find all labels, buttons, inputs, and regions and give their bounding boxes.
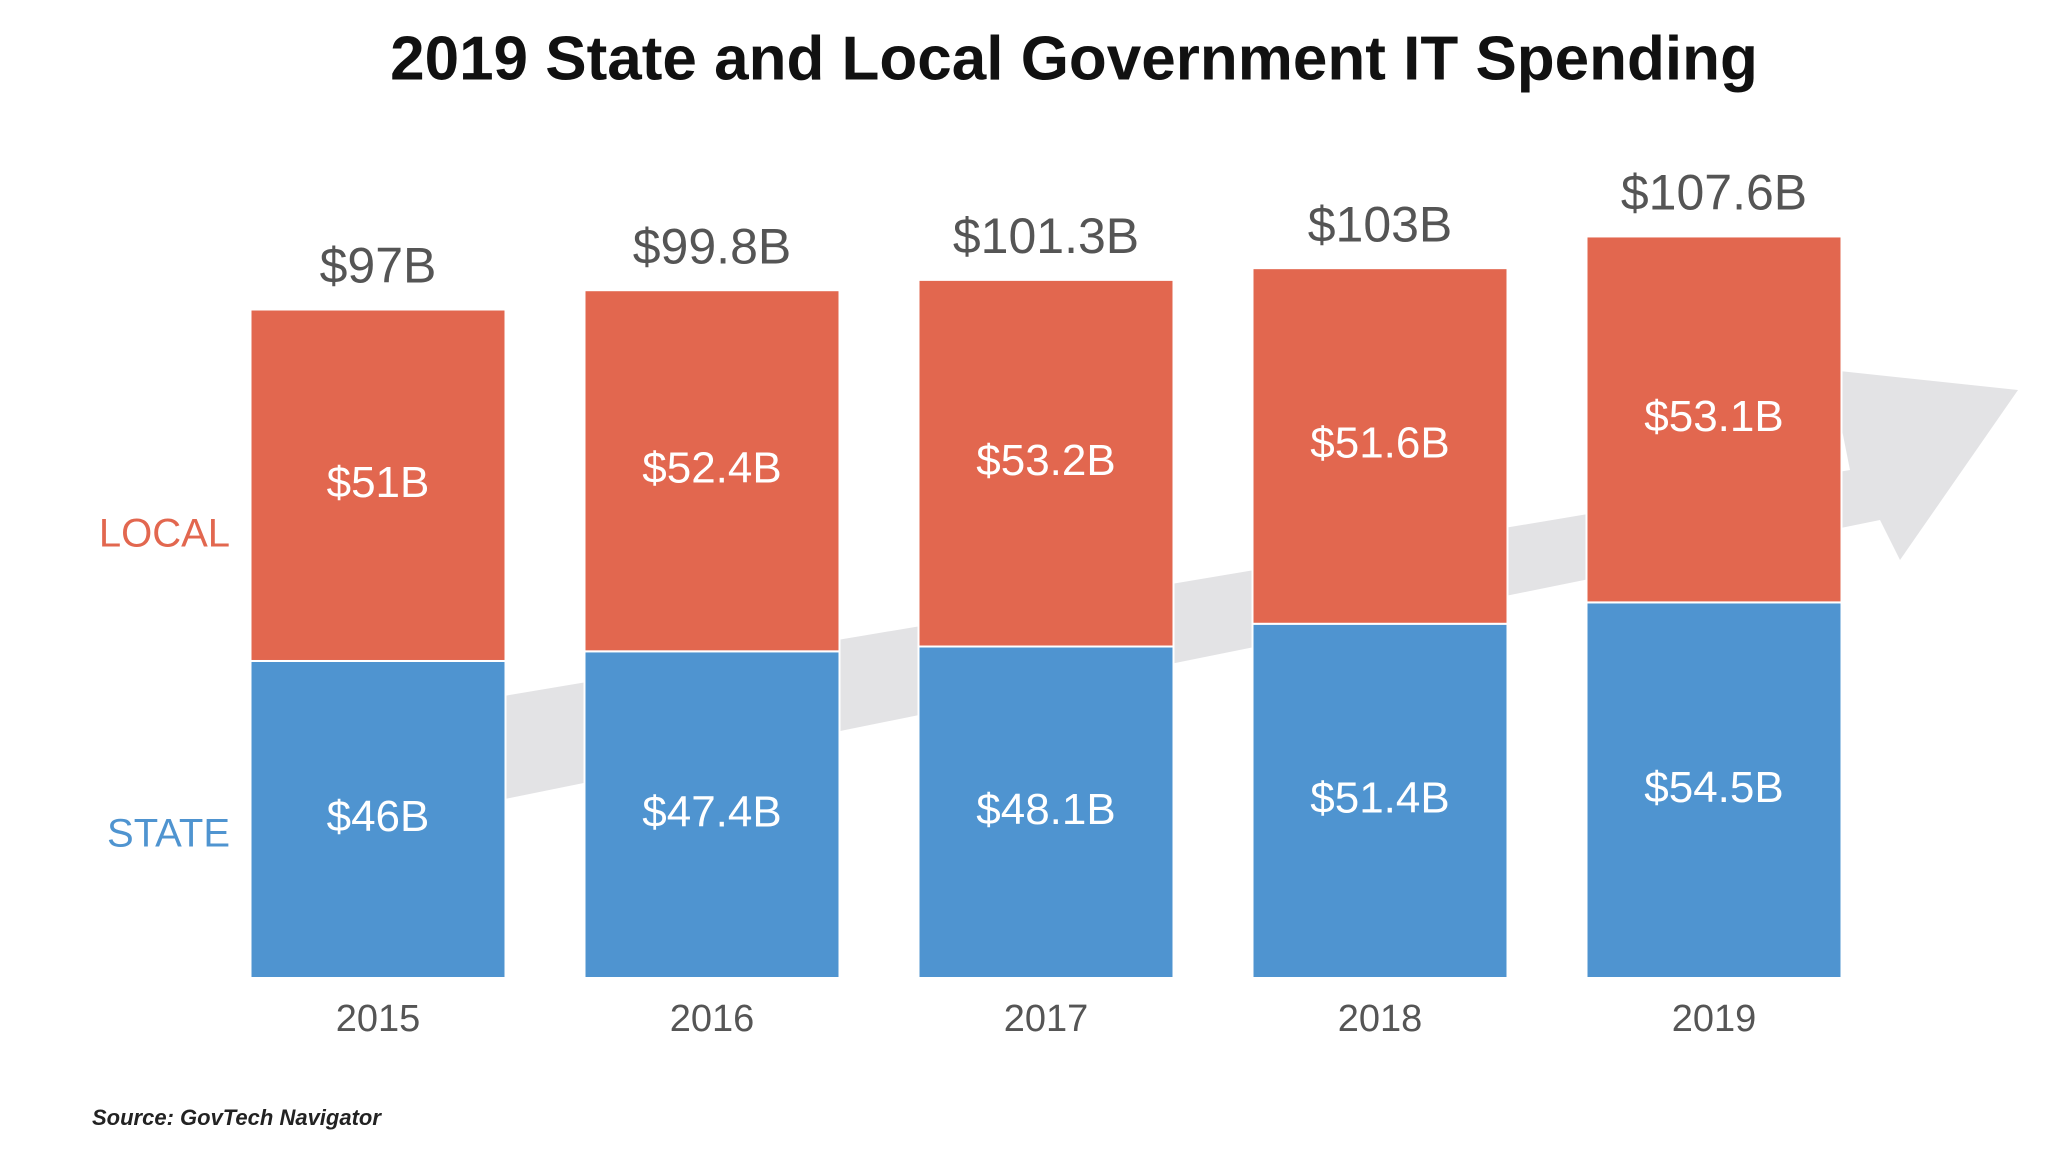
bar-segment: [249, 308, 507, 662]
value-label: $53.2B: [976, 436, 1115, 485]
bar-segment: [917, 278, 1175, 648]
bar-segment: [917, 645, 1175, 979]
total-label: $97B: [320, 238, 437, 294]
total-label: $99.8B: [633, 218, 791, 274]
total-label: $103B: [1308, 196, 1453, 252]
x-tick-label: 2016: [670, 998, 755, 1040]
value-label: $47.4B: [642, 787, 781, 836]
x-tick-label: 2017: [1004, 998, 1089, 1040]
legend-label: LOCAL: [99, 512, 230, 556]
trend-arrow: [480, 370, 2018, 800]
bar-segment: [1251, 622, 1509, 979]
value-label: $54.5B: [1644, 763, 1783, 812]
value-label: $51B: [327, 458, 430, 507]
value-label: $51.4B: [1310, 774, 1449, 823]
bar-segment: [583, 650, 841, 980]
x-tick-label: 2015: [336, 998, 421, 1040]
source-note: Source: GovTech Navigator: [92, 1105, 382, 1130]
total-label: $107.6B: [1621, 165, 1807, 221]
total-label: $101.3B: [953, 208, 1139, 264]
value-label: $53.1B: [1644, 392, 1783, 441]
bar-segment: [1251, 267, 1509, 625]
value-label: $51.6B: [1310, 419, 1449, 468]
legend-label: STATE: [107, 812, 230, 856]
bar-segment: [583, 289, 841, 653]
value-label: $52.4B: [642, 443, 781, 492]
chart-title: 2019 State and Local Government IT Spend…: [390, 24, 1758, 93]
x-tick-label: 2019: [1672, 998, 1757, 1040]
value-label: $46B: [327, 792, 430, 841]
x-tick-label: 2018: [1338, 998, 1423, 1040]
bar-segment: [1585, 235, 1843, 604]
bar-segment: [249, 659, 507, 979]
value-label: $48.1B: [976, 785, 1115, 834]
bar-segment: [1585, 601, 1843, 979]
